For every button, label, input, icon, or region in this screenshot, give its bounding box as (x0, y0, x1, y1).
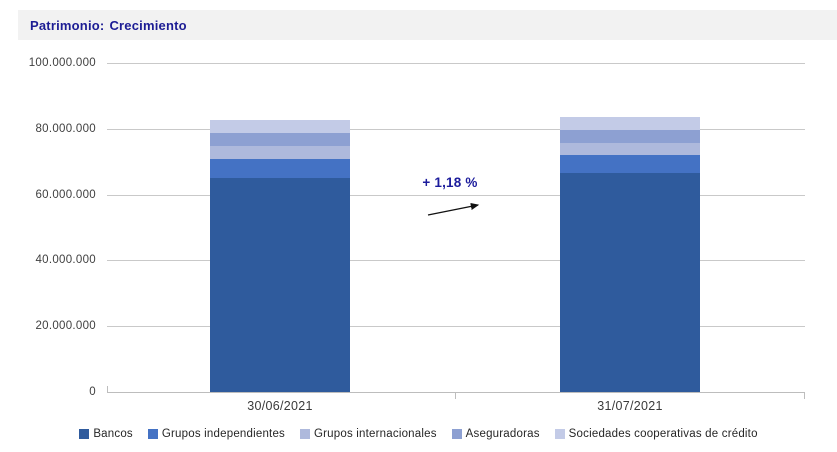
legend-item-grupos-internacionales[interactable]: Grupos internacionales (300, 428, 437, 440)
plot-area (107, 63, 805, 399)
bar-segment-grupos-independientes[interactable] (210, 159, 350, 178)
legend-swatch-icon (554, 429, 565, 439)
legend-swatch-icon (451, 429, 462, 439)
legend-label: Grupos independientes (161, 428, 285, 440)
axis-center-tick (455, 393, 456, 399)
legend-label: Grupos internacionales (314, 428, 437, 440)
stacked-bar-31-07-2021[interactable] (560, 116, 700, 392)
bar-segment-bancos[interactable] (560, 173, 700, 392)
legend-swatch-icon (147, 429, 158, 439)
chart-legend: Bancos Grupos independientes Grupos intern… (0, 428, 837, 440)
x-tick-label: 30/06/2021 (247, 399, 313, 413)
y-tick-label: 20.000.000 (35, 320, 96, 333)
y-axis-labels: 100.000.000 80.000.000 60.000.000 40.000.00… (0, 0, 98, 452)
gridline (107, 63, 805, 64)
legend-item-bancos[interactable]: Bancos (79, 428, 133, 440)
chart-title-bar: Patrimonio: Crecimiento (18, 10, 837, 40)
gridline (107, 260, 805, 262)
bar-segment-sociedades-cooperativas-de-credito[interactable] (560, 116, 700, 131)
bar-segment-aseguradoras[interactable] (210, 133, 350, 146)
y-tick-label: 80.000.000 (35, 122, 96, 135)
legend-swatch-icon (79, 429, 90, 439)
bar-segment-bancos[interactable] (210, 177, 350, 392)
axis-right-cap (804, 393, 805, 399)
legend-item-grupos-independientes[interactable]: Grupos independientes (147, 428, 285, 440)
axis-left-cap (107, 386, 108, 392)
x-tick-label: 31/07/2021 (597, 399, 663, 413)
legend-label: Bancos (93, 428, 133, 440)
y-tick-label: 40.000.000 (35, 254, 96, 267)
gridline (107, 194, 805, 196)
legend-item-aseguradoras[interactable]: Aseguradoras (451, 428, 540, 440)
chart-title-prefix: Patrimonio: (30, 17, 105, 33)
bar-segment-aseguradoras[interactable] (560, 130, 700, 143)
chart-title-value: Crecimiento (109, 17, 187, 33)
bar-segment-grupos-independientes[interactable] (560, 155, 700, 174)
legend-label: Sociedades cooperativas de crédito (568, 428, 758, 440)
gridline (107, 326, 805, 328)
legend-label: Aseguradoras (465, 428, 540, 440)
gridline (107, 128, 805, 130)
legend-item-sociedades-cooperativas-de-credito[interactable]: Sociedades cooperativas de crédito (554, 428, 758, 440)
growth-annotation: + 1,18 % (422, 175, 478, 190)
stacked-bar-30-06-2021[interactable] (210, 119, 350, 392)
y-tick-label: 100.000.000 (28, 57, 96, 69)
legend-swatch-icon (300, 429, 310, 439)
y-tick-label: 0 (89, 386, 96, 398)
growth-arrow-icon (427, 202, 480, 216)
bar-segment-grupos-internacionales[interactable] (560, 142, 700, 156)
y-tick-label: 60.000.000 (35, 188, 96, 201)
bar-segment-grupos-internacionales[interactable] (210, 145, 350, 160)
bar-segment-sociedades-cooperativas-de-credito[interactable] (210, 119, 350, 134)
